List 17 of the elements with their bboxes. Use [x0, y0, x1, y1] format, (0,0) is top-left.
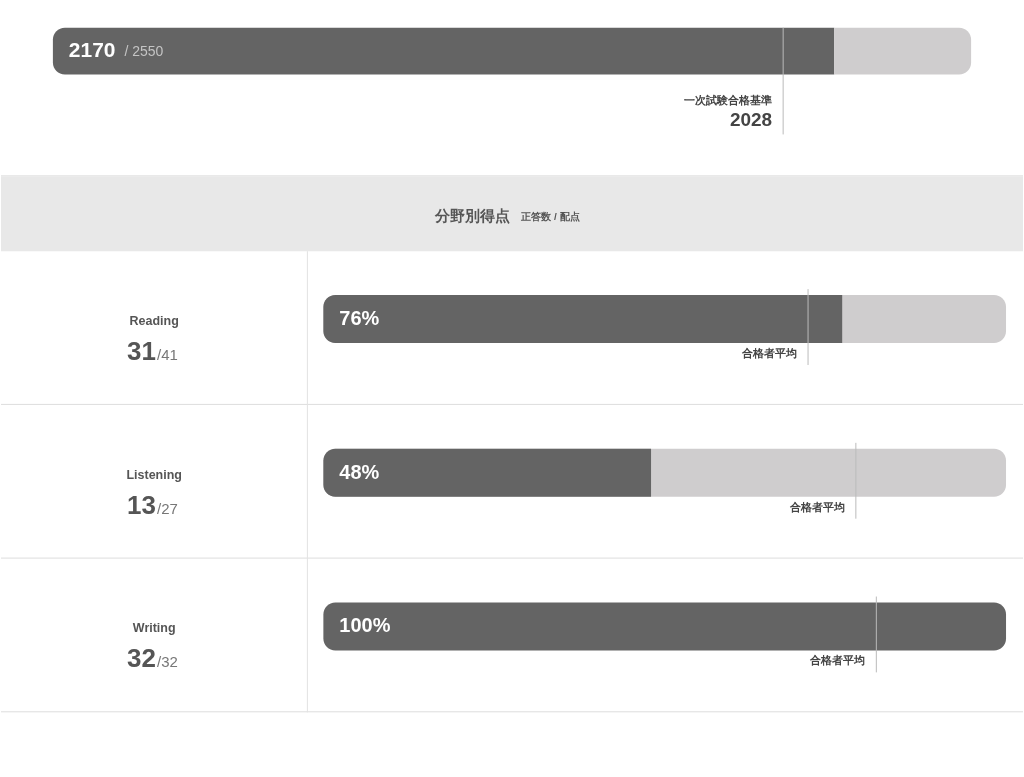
- data-label: 100%: [339, 614, 391, 637]
- data-label: 48%: [339, 460, 380, 483]
- text: /27: [157, 499, 178, 517]
- ref-line-label: 合格者平均: [788, 500, 845, 513]
- text: 32: [127, 644, 156, 673]
- text: /32: [157, 653, 178, 671]
- chart-subtitle: 正答数 / 配点: [520, 210, 580, 222]
- y-tick-label: Reading: [129, 314, 179, 329]
- ref-line-label: 合格者平均: [741, 347, 798, 359]
- text: /41: [157, 345, 178, 363]
- data-label: 76%: [339, 307, 380, 330]
- y-tick-label: Writing: [132, 621, 176, 636]
- text: 31: [127, 336, 156, 365]
- text: 13: [127, 490, 156, 519]
- ref-line-label: 合格者平均: [809, 654, 866, 667]
- chart-title: 分野別得点: [434, 206, 511, 224]
- y-tick-label: Listening: [126, 467, 182, 482]
